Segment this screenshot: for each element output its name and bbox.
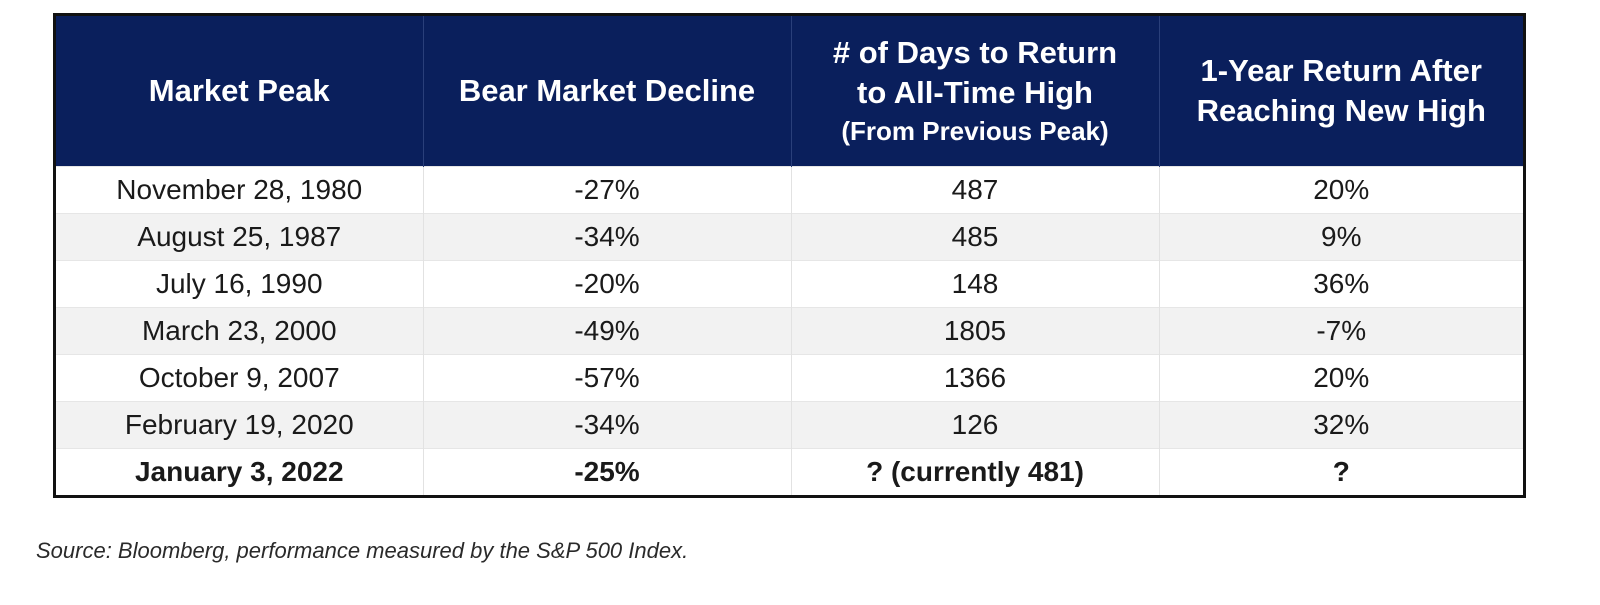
header-days-to-return-subtitle: (From Previous Peak) xyxy=(841,115,1109,146)
table-row: October 9, 2007 -57% 1366 20% xyxy=(56,353,1523,401)
cell-one-year-return: 20% xyxy=(1159,165,1523,213)
cell-one-year-return: ? xyxy=(1159,447,1523,495)
header-market-peak-line-1: Market Peak xyxy=(148,72,330,108)
cell-days-to-return: 1366 xyxy=(791,353,1160,401)
table-row: February 19, 2020 -34% 126 32% xyxy=(56,400,1523,448)
cell-bear-market-decline: -27% xyxy=(423,165,792,213)
bear-market-table-container: Market Peak Bear Market Decline # of Day… xyxy=(53,13,1526,498)
bear-market-table: Market Peak Bear Market Decline # of Day… xyxy=(56,16,1523,495)
table-row-current: January 3, 2022 -25% ? (currently 481) ? xyxy=(56,447,1523,495)
cell-bear-market-decline: -20% xyxy=(423,259,792,307)
cell-bear-market-decline: -25% xyxy=(423,447,792,495)
cell-one-year-return: 32% xyxy=(1159,400,1523,448)
table-row: August 25, 1987 -34% 485 9% xyxy=(56,212,1523,260)
cell-market-peak: February 19, 2020 xyxy=(56,400,424,448)
cell-market-peak: August 25, 1987 xyxy=(56,212,424,260)
header-bear-market-decline-line-1: Bear Market Decline xyxy=(458,72,756,108)
header-one-year-return-line-1: 1-Year Return After xyxy=(1200,53,1482,89)
header-days-to-return-line-2: to All-Time High xyxy=(857,75,1093,111)
header-days-to-return-line-1: # of Days to Return xyxy=(832,35,1118,71)
cell-days-to-return: 148 xyxy=(791,259,1160,307)
cell-bear-market-decline: -34% xyxy=(423,212,792,260)
cell-bear-market-decline: -49% xyxy=(423,306,792,354)
header-one-year-return: 1-Year Return After Reaching New High xyxy=(1159,16,1523,166)
cell-one-year-return: 9% xyxy=(1159,212,1523,260)
cell-market-peak: October 9, 2007 xyxy=(56,353,424,401)
cell-days-to-return: 126 xyxy=(791,400,1160,448)
cell-market-peak: November 28, 1980 xyxy=(56,165,424,213)
table-row: July 16, 1990 -20% 148 36% xyxy=(56,259,1523,307)
header-days-to-return: # of Days to Return to All-Time High (Fr… xyxy=(791,16,1160,166)
cell-market-peak: July 16, 1990 xyxy=(56,259,424,307)
cell-days-to-return: 1805 xyxy=(791,306,1160,354)
table-row: March 23, 2000 -49% 1805 -7% xyxy=(56,306,1523,354)
table-header-row: Market Peak Bear Market Decline # of Day… xyxy=(56,16,1523,166)
cell-days-to-return: 485 xyxy=(791,212,1160,260)
cell-bear-market-decline: -34% xyxy=(423,400,792,448)
header-bear-market-decline: Bear Market Decline xyxy=(423,16,792,166)
cell-market-peak: March 23, 2000 xyxy=(56,306,424,354)
cell-one-year-return: 36% xyxy=(1159,259,1523,307)
cell-days-to-return: ? (currently 481) xyxy=(791,447,1160,495)
cell-one-year-return: -7% xyxy=(1159,306,1523,354)
header-one-year-return-line-2: Reaching New High xyxy=(1196,92,1486,128)
table-row: November 28, 1980 -27% 487 20% xyxy=(56,165,1523,213)
cell-days-to-return: 487 xyxy=(791,165,1160,213)
cell-market-peak: January 3, 2022 xyxy=(56,447,424,495)
source-caption: Source: Bloomberg, performance measured … xyxy=(36,538,689,563)
cell-one-year-return: 20% xyxy=(1159,353,1523,401)
cell-bear-market-decline: -57% xyxy=(423,353,792,401)
header-market-peak: Market Peak xyxy=(56,16,424,166)
